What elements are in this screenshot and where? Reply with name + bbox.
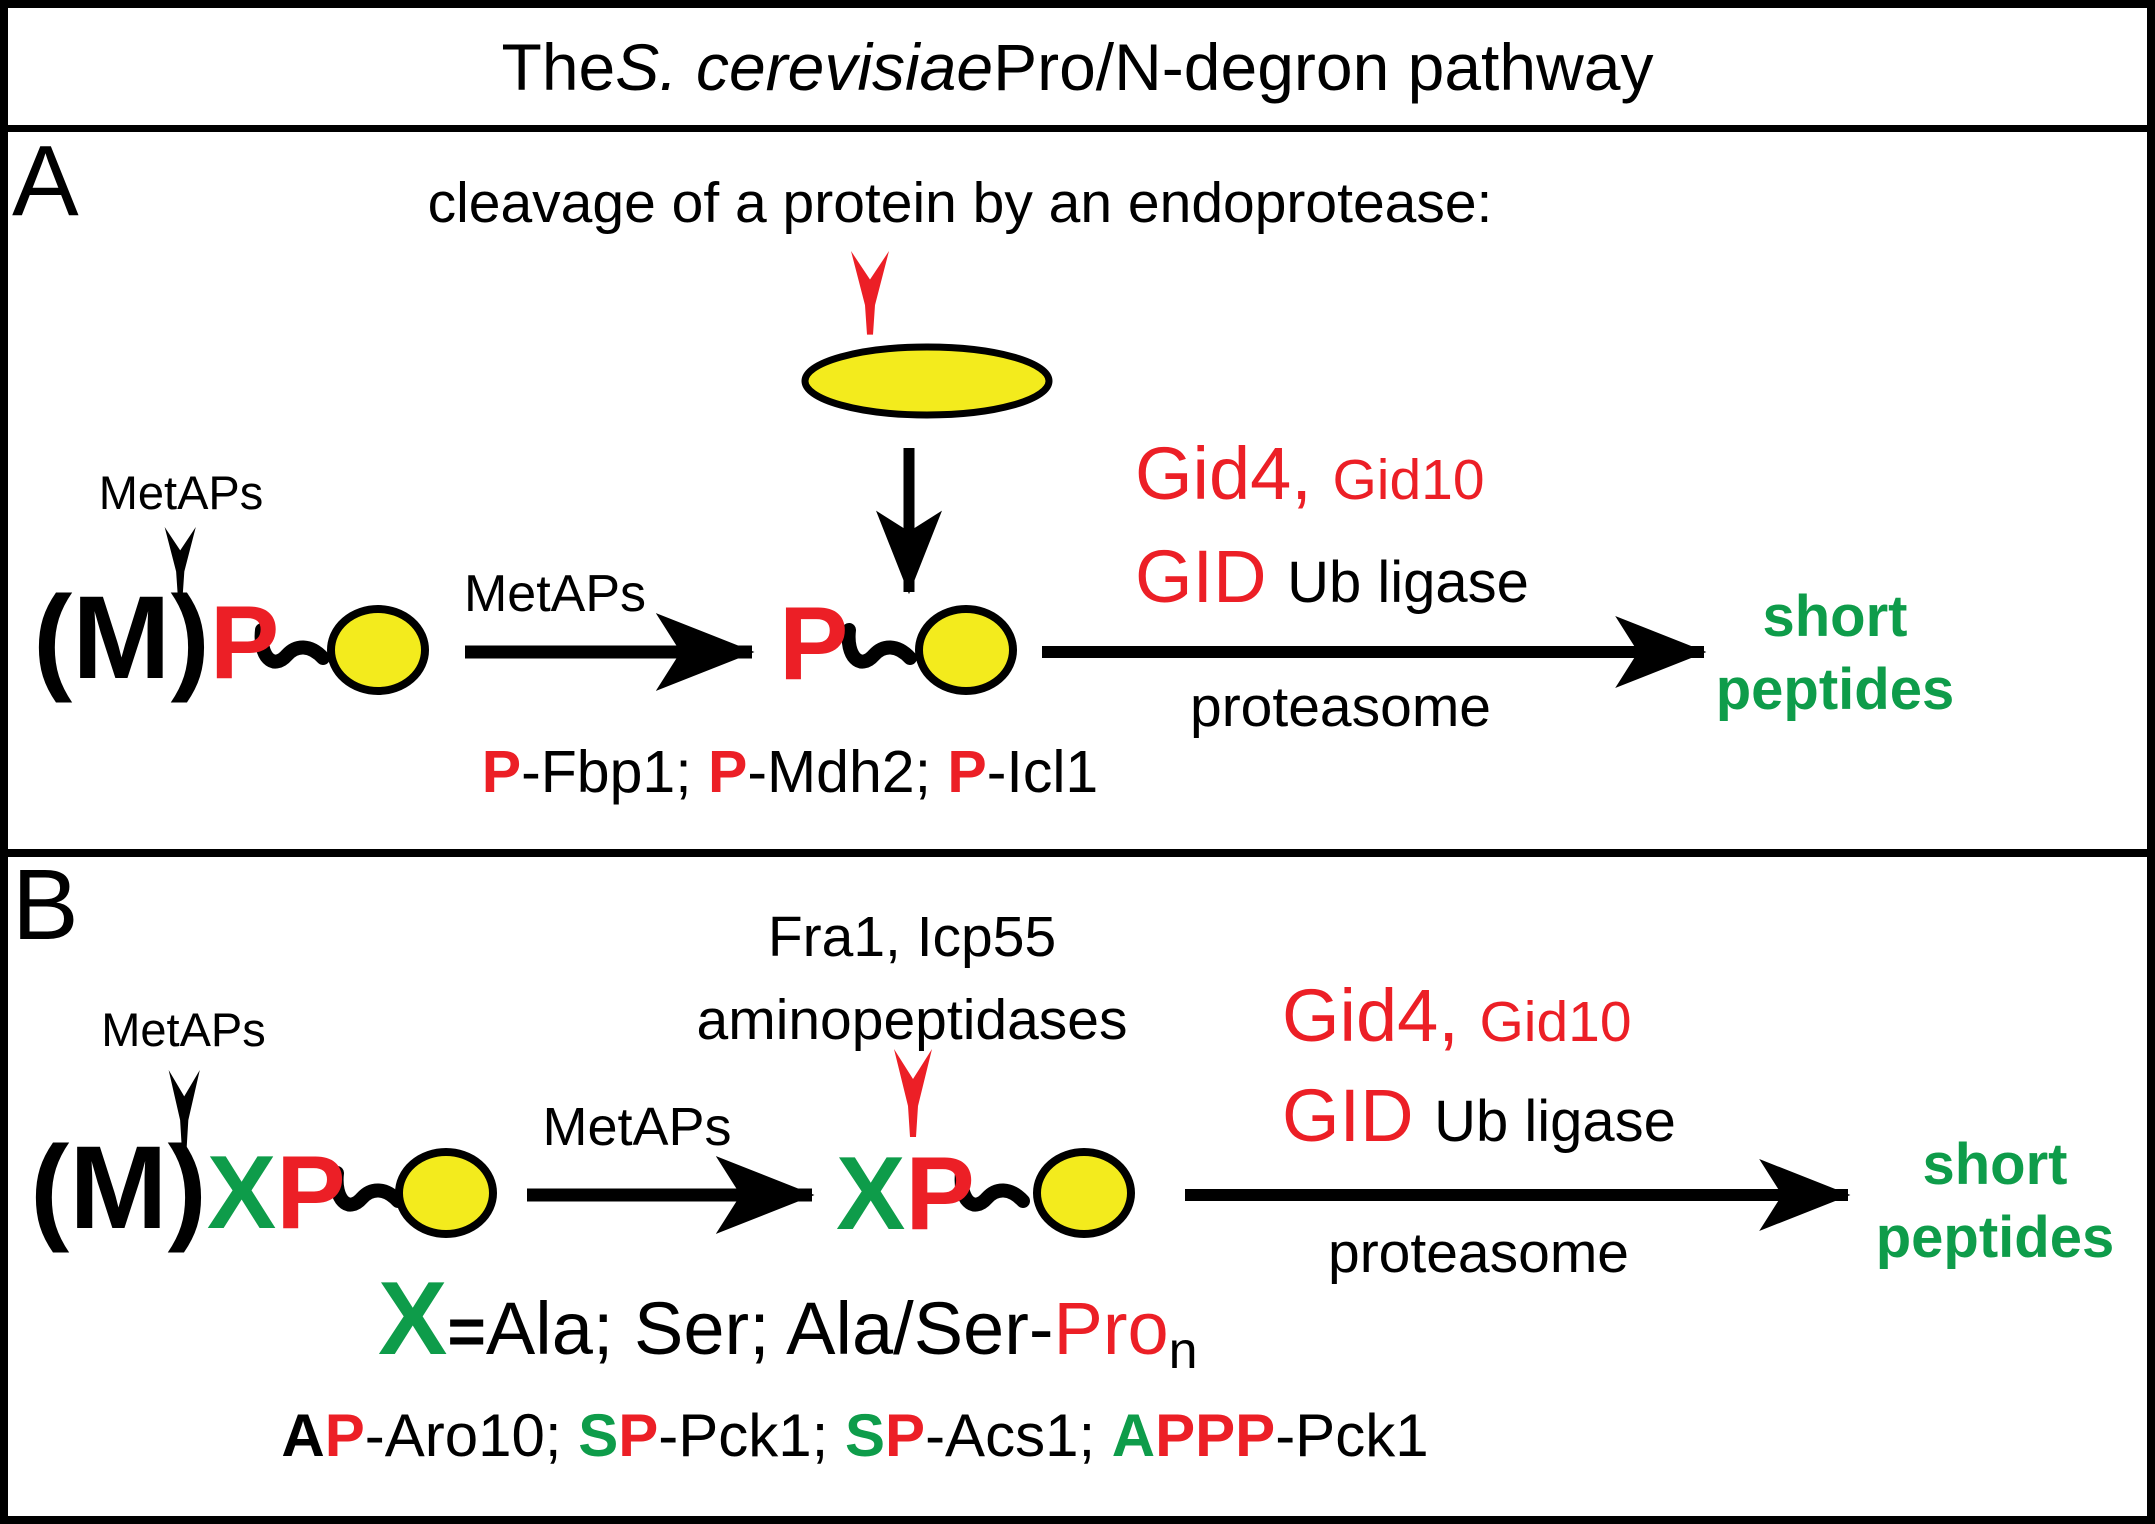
protein-body-ellipse-icon: [395, 1148, 497, 1238]
result-line2: peptides: [1715, 657, 1955, 723]
short-peptides-label: short peptides: [1855, 1128, 2135, 1274]
protein-body-ellipse-icon: [915, 605, 1017, 695]
result-line2: peptides: [1875, 1205, 2115, 1271]
protein-ellipse-icon: [801, 343, 1053, 419]
metaps-label: MetAPs: [98, 466, 264, 519]
aminopeptidase-cleavage-arrowhead-icon: [894, 1049, 932, 1137]
x-definition-legend: X=Ala; Ser; Ala/Ser-Pron: [378, 1261, 1198, 1380]
substrate-mp: (M)P: [33, 572, 280, 704]
metaps-arrow-label: MetAPs: [463, 565, 647, 623]
proteasome-label: proteasome: [1328, 1221, 1630, 1285]
panel-b-examples: AP-Aro10; SP-Pck1; SP-Acs1; APPP-Pck1: [281, 1402, 1429, 1469]
panel-b-label: B: [12, 849, 79, 961]
product-xp: XP: [836, 1136, 975, 1252]
gid4-gid10-label: Gid4, Gid10: [1135, 432, 1485, 515]
product-p: P: [779, 586, 849, 702]
peptide-tail-squiggle-icon: [954, 1166, 1030, 1212]
metaps-label: MetAPs: [101, 1003, 266, 1056]
gid4-gid10-label: Gid4, Gid10: [1282, 974, 1632, 1057]
short-peptides-label: short peptides: [1695, 580, 1975, 726]
endoprotease-cleavage-arrowhead-icon: [851, 251, 889, 335]
gid-ub-ligase-label: GID Ub ligase: [1135, 535, 1529, 618]
gid-ub-ligase-label: GID Ub ligase: [1282, 1074, 1676, 1157]
peptide-tail-squiggle-icon: [841, 623, 917, 669]
proteasome-label: proteasome: [1190, 675, 1492, 739]
panel-a-examples: P-Fbp1; P-Mdh2; P-Icl1: [481, 739, 1099, 805]
peptide-tail-squiggle-icon: [329, 1166, 405, 1212]
protein-body-ellipse-icon: [327, 605, 429, 695]
figure-title: The S. cerevisiae Pro/N-degron pathway: [8, 8, 2147, 132]
result-line1: short: [1922, 1132, 2068, 1197]
aminopeptidases-label: aminopeptidases: [696, 987, 1128, 1052]
metaps-arrow-label: MetAPs: [542, 1097, 732, 1157]
panel-b-heading: Fra1, Icp55 aminopeptidases: [637, 896, 1187, 1061]
panel-a-label: A: [12, 125, 79, 237]
panel-divider: [8, 849, 2147, 857]
substrate-mxp: (M)XP: [30, 1122, 346, 1254]
result-line1: short: [1762, 584, 1908, 649]
panel-a-heading: cleavage of a protein by an endoprotease…: [427, 171, 1493, 235]
protein-body-ellipse-icon: [1033, 1148, 1135, 1238]
peptide-tail-squiggle-icon: [254, 623, 330, 669]
fra1-icp55-label: Fra1, Icp55: [767, 905, 1057, 969]
